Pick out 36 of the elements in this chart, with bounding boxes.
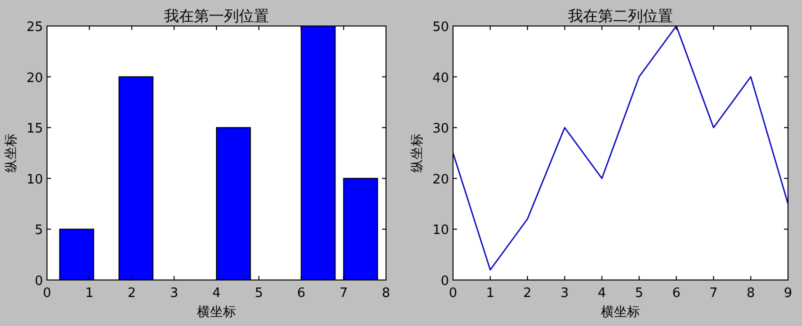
x-tick-label: 3	[560, 286, 569, 301]
y-tick-label: 40	[432, 70, 449, 86]
x-tick-label: 4	[212, 286, 221, 301]
y-tick-label: 50	[432, 20, 449, 35]
x-tick-label: 1	[486, 286, 494, 301]
x-tick-label: 2	[128, 286, 136, 301]
x-tick-label: 4	[598, 286, 606, 301]
y-tick-label: 5	[34, 223, 43, 238]
line-series	[453, 26, 788, 270]
y-tick-label: 20	[432, 172, 449, 188]
y-tick-label: 10	[26, 172, 43, 188]
x-axis-title: 横坐标	[601, 305, 640, 320]
y-tick-label: 0	[440, 274, 449, 289]
y-tick-label: 25	[26, 20, 43, 35]
x-tick-label: 9	[784, 286, 792, 301]
y-tick-label: 30	[432, 122, 449, 137]
x-tick-label: 7	[339, 286, 348, 301]
y-tick-label: 10	[432, 223, 449, 238]
x-tick-label: 1	[85, 286, 94, 301]
y-tick-label: 0	[34, 274, 43, 289]
chart-title: 我在第二列位置	[568, 7, 673, 25]
x-tick-label: 5	[634, 286, 644, 301]
x-tick-label: 7	[709, 286, 718, 301]
x-tick-label: 6	[672, 286, 680, 301]
x-axis-title: 横坐标	[197, 305, 236, 320]
y-axis-title: 纵坐标	[410, 134, 425, 172]
x-tick-label: 5	[254, 286, 264, 301]
chart-title: 我在第一列位置	[164, 7, 269, 25]
x-tick-label: 8	[746, 286, 755, 301]
y-axis-title: 纵坐标	[4, 134, 19, 172]
y-tick-label: 20	[26, 70, 43, 86]
x-tick-label: 6	[297, 286, 306, 301]
x-tick-label: 3	[170, 286, 178, 301]
x-tick-label: 2	[523, 286, 532, 301]
y-tick-label: 15	[26, 122, 43, 137]
x-tick-label: 8	[382, 286, 390, 301]
